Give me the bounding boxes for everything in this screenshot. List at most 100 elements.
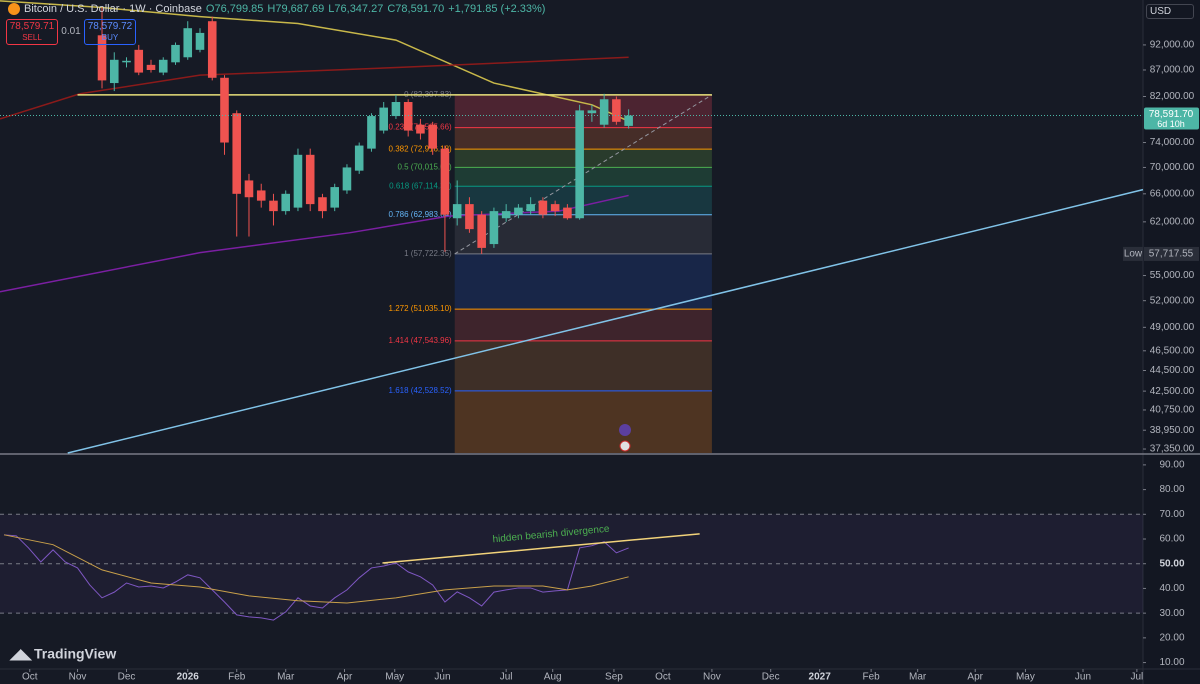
x-tick-label: May <box>1016 672 1035 683</box>
fib-zone <box>454 390 712 453</box>
y-tick-label: 90.00 <box>1159 460 1184 471</box>
candle-body <box>575 110 584 219</box>
candle-body <box>477 214 486 248</box>
candle-body <box>354 145 364 171</box>
y-tick-label: 38,950.00 <box>1150 425 1195 436</box>
x-tick-label: 2026 <box>177 672 200 683</box>
candle-body <box>220 77 229 143</box>
x-tick-label: Jun <box>1075 672 1091 683</box>
x-tick-label: Apr <box>337 672 353 683</box>
candle-body <box>563 207 572 219</box>
candle-body <box>440 148 450 215</box>
fib-label: 0.382 (72,916.18) <box>389 144 452 153</box>
ohlc-close: C78,591.70 <box>387 3 445 15</box>
candle-body <box>379 107 388 131</box>
sell-price: 78,579.71 <box>9 21 55 32</box>
candle-body <box>122 60 131 63</box>
sell-button[interactable]: 78,579.71 SELL <box>6 19 58 45</box>
event-icon[interactable] <box>619 424 631 436</box>
candle-body <box>538 200 548 215</box>
y-tick-label: 49,000.00 <box>1150 322 1195 333</box>
low-marker-label: 57,717.55 <box>1149 249 1194 260</box>
candle-body <box>550 204 560 212</box>
x-tick-label: Sep <box>605 672 623 683</box>
y-tick-label: 62,000.00 <box>1150 216 1195 227</box>
candle-body <box>183 28 193 58</box>
ohlc-high: H79,687.69 <box>267 3 325 15</box>
y-tick-label: 92,000.00 <box>1150 40 1195 51</box>
y-tick-label: 55,000.00 <box>1150 270 1195 281</box>
candle-body <box>367 116 376 149</box>
divergence-line <box>382 533 700 564</box>
candle-body <box>305 154 315 205</box>
fib-zone <box>454 340 712 391</box>
price-pane: 0 (82,307.83)0.236 (76,505.66)0.382 (72,… <box>0 0 1199 455</box>
candle-body <box>97 35 107 81</box>
candle-body <box>342 167 352 191</box>
candle-body <box>624 115 633 126</box>
candle-body <box>612 99 621 122</box>
y-tick-label: 50.00 <box>1159 558 1184 569</box>
candle-body <box>452 204 462 219</box>
fib-label: 1.414 (47,543.96) <box>389 336 452 345</box>
y-tick-label: 20.00 <box>1159 632 1184 643</box>
x-tick-label: Dec <box>118 672 136 683</box>
y-tick-label: 40.00 <box>1159 583 1184 594</box>
x-tick-label: Apr <box>967 672 983 683</box>
candle-body <box>501 211 511 219</box>
coin-icon <box>8 3 20 15</box>
y-tick-label: 30.00 <box>1159 608 1184 619</box>
candle-body <box>171 44 180 63</box>
candle-body <box>269 200 278 212</box>
candle-body <box>293 154 303 208</box>
y-tick-label: 87,000.00 <box>1150 65 1195 76</box>
candle-body <box>244 180 254 198</box>
x-tick-label: Nov <box>69 672 87 683</box>
sell-label: SELL <box>22 33 42 42</box>
fib-label: 1.618 (42,528.52) <box>389 386 452 395</box>
last-price-box <box>1144 107 1199 130</box>
x-tick-label: Mar <box>909 672 927 683</box>
candle-body <box>416 124 425 134</box>
y-tick-label: 42,500.00 <box>1150 386 1195 397</box>
candle-body <box>526 204 535 212</box>
x-tick-label: Mar <box>277 672 295 683</box>
x-tick-label: Feb <box>228 672 246 683</box>
x-tick-label: Nov <box>703 672 721 683</box>
fib-zone <box>454 309 712 341</box>
countdown: 6d 10h <box>1157 119 1185 129</box>
candle-body <box>465 204 474 230</box>
candle-body <box>318 197 327 212</box>
candle-body <box>232 113 242 194</box>
fib-label: 0.786 (62,983.64) <box>389 210 452 219</box>
currency-select[interactable]: USD <box>1146 4 1194 19</box>
y-tick-label: 82,000.00 <box>1150 91 1195 102</box>
header: Bitcoin / U.S. Dollar · 1W · Coinbase O7… <box>8 3 545 15</box>
x-tick-label: Dec <box>762 672 780 683</box>
x-tick-label: Oct <box>22 672 38 683</box>
plot-background <box>0 0 1143 684</box>
y-tick-label: 66,000.00 <box>1150 188 1195 199</box>
y-tick-label: 40,750.00 <box>1150 405 1195 416</box>
x-tick-label: Jul <box>500 672 513 683</box>
buy-button[interactable]: 78,579.72 BUY <box>84 19 136 45</box>
candle-body <box>391 102 401 117</box>
y-tick-label: 52,000.00 <box>1150 295 1195 306</box>
y-tick-label: 46,500.00 <box>1150 345 1195 356</box>
low-marker-box <box>1123 246 1143 261</box>
y-tick-label: 37,350.00 <box>1150 444 1195 455</box>
rsi-line <box>4 534 629 621</box>
x-tick-label: Jun <box>434 672 450 683</box>
ohlc-open: O76,799.85 <box>205 3 264 15</box>
event-icon[interactable] <box>619 440 631 452</box>
overlay-line <box>0 0 629 122</box>
candle-body <box>281 193 291 212</box>
y-tick-label: 70,000.00 <box>1150 162 1195 173</box>
candle-body <box>134 49 144 73</box>
symbol: Bitcoin / U.S. Dollar · 1W · Coinbase <box>24 3 202 15</box>
axis-background <box>1143 0 1200 684</box>
fib-label: 1 (57,722.35) <box>404 249 452 258</box>
watermark: TradingView <box>34 646 116 662</box>
